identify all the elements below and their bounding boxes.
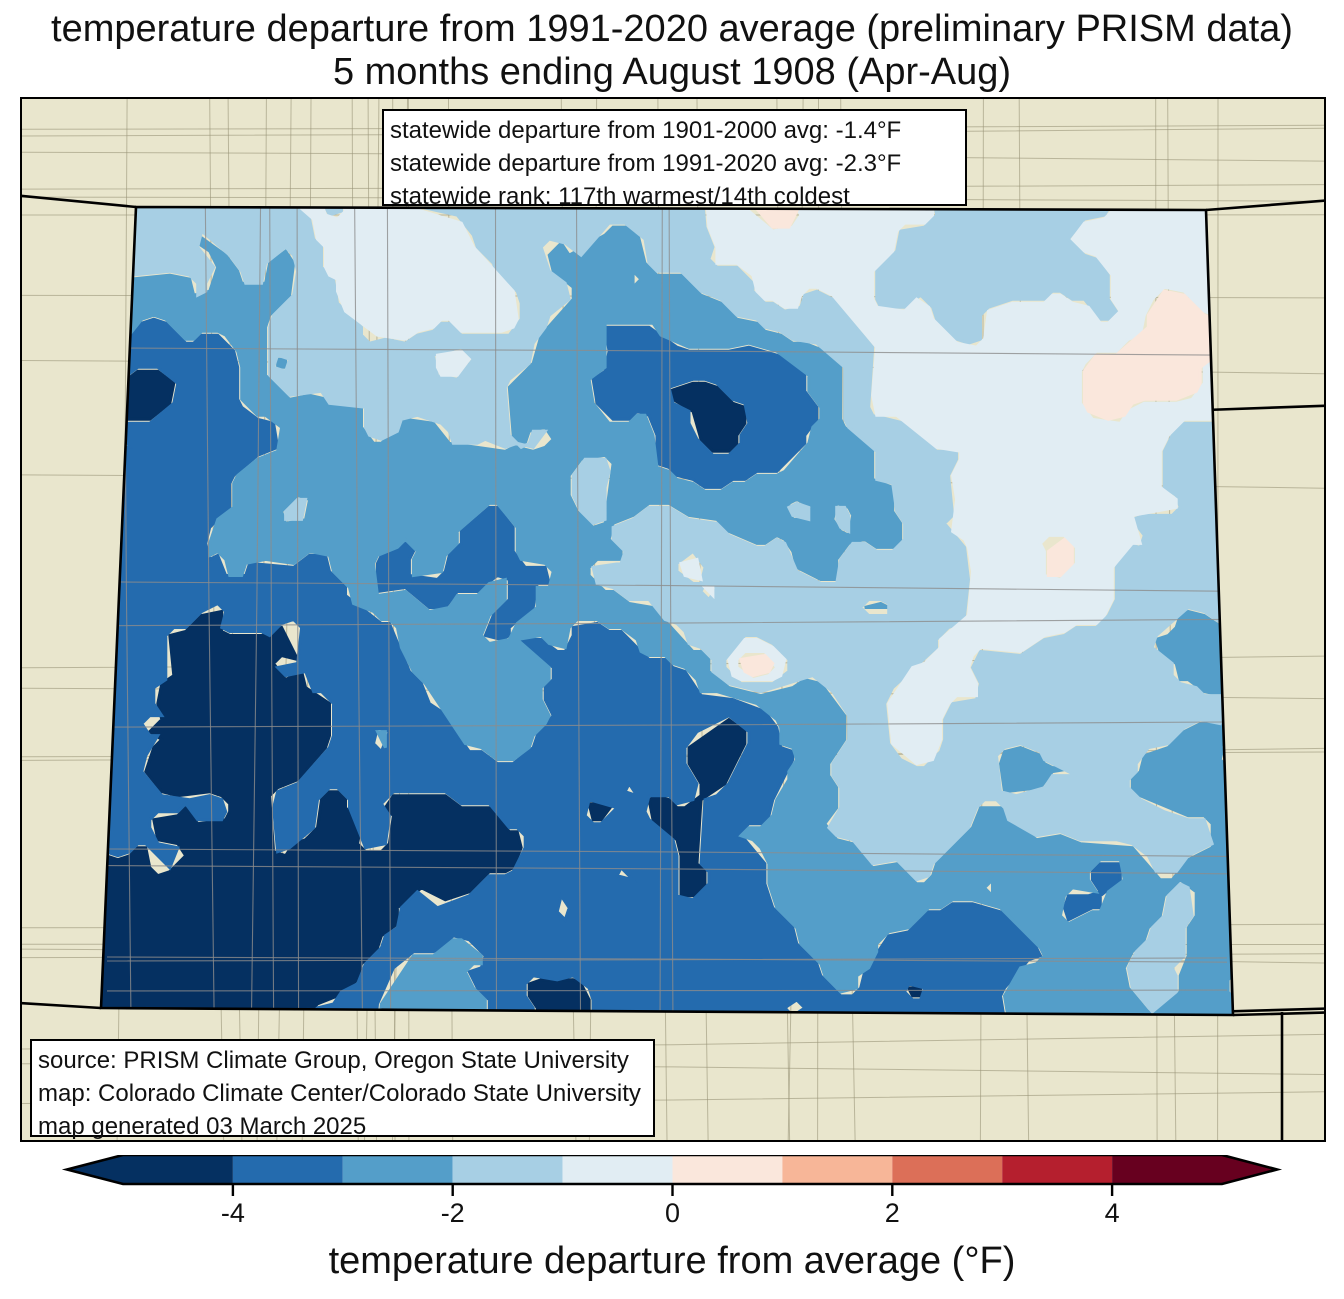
svg-text:2: 2	[885, 1198, 900, 1228]
svg-text:-2: -2	[441, 1198, 465, 1228]
svg-text:0: 0	[665, 1198, 680, 1228]
svg-text:4: 4	[1105, 1198, 1120, 1228]
svg-text:-4: -4	[221, 1198, 245, 1228]
